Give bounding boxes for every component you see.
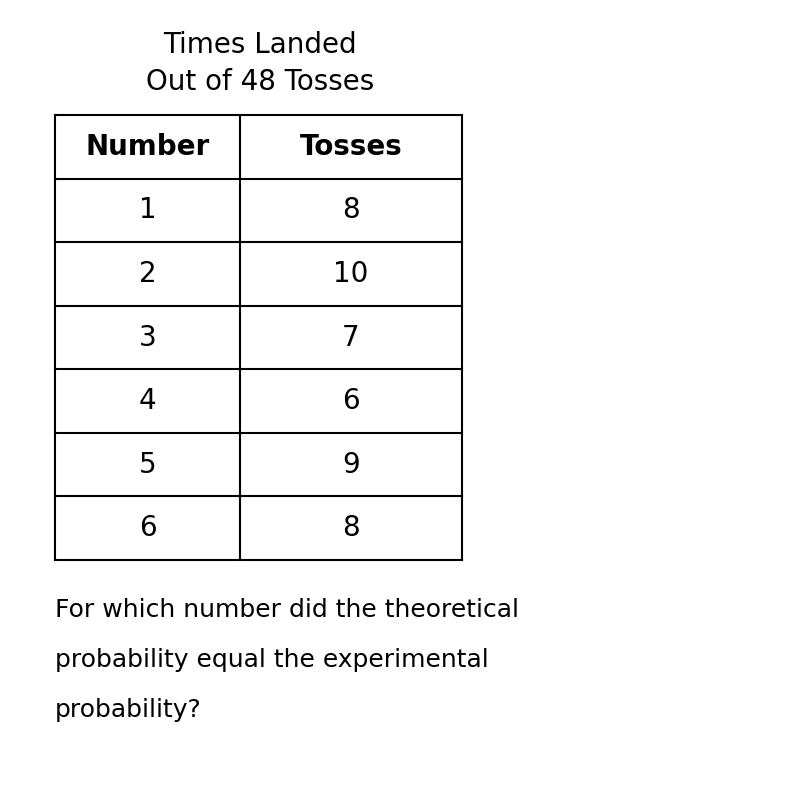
Text: For which number did the theoretical: For which number did the theoretical: [55, 598, 519, 622]
Text: Out of 48 Tosses: Out of 48 Tosses: [146, 68, 374, 96]
Text: Tosses: Tosses: [300, 133, 402, 161]
Text: 9: 9: [342, 451, 360, 479]
Text: 1: 1: [138, 196, 156, 224]
Text: 8: 8: [342, 514, 360, 542]
Text: probability?: probability?: [55, 698, 202, 722]
Text: 5: 5: [138, 451, 156, 479]
Text: 6: 6: [138, 514, 156, 542]
Text: 3: 3: [138, 324, 156, 352]
Text: Number: Number: [86, 133, 210, 161]
Text: 4: 4: [138, 387, 156, 415]
Text: 10: 10: [334, 260, 369, 288]
Text: 2: 2: [138, 260, 156, 288]
Text: Times Landed: Times Landed: [163, 31, 357, 59]
Text: 7: 7: [342, 324, 360, 352]
Text: 8: 8: [342, 196, 360, 224]
Text: 6: 6: [342, 387, 360, 415]
Text: probability equal the experimental: probability equal the experimental: [55, 648, 489, 672]
